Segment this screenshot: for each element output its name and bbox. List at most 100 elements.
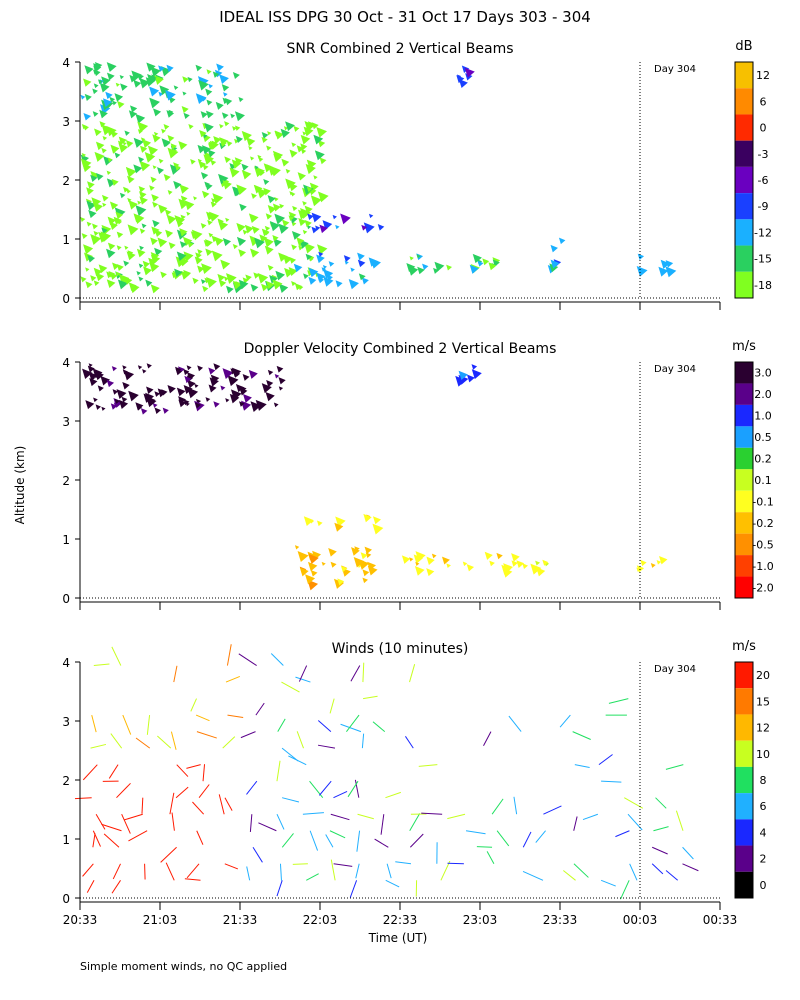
heatmap-cell	[222, 368, 234, 380]
wind-barb	[330, 859, 336, 881]
wind-barb	[218, 794, 225, 815]
heatmap-cell	[299, 567, 309, 577]
heatmap-cell	[266, 380, 274, 388]
wind-barb	[198, 784, 210, 799]
colorbar-label: -1.0	[752, 560, 773, 573]
heatmap-cell	[281, 158, 290, 167]
heatmap-cell	[101, 76, 111, 86]
heatmap-cell	[446, 264, 453, 271]
heatmap-cell	[107, 157, 113, 163]
wind-barb	[522, 870, 544, 881]
colorbar-swatch	[735, 166, 753, 194]
wind-barb	[409, 833, 424, 848]
heatmap-cell	[220, 259, 231, 270]
heatmap-cell	[106, 279, 116, 288]
heatmap-cell	[101, 227, 108, 234]
wind-barb	[281, 797, 300, 803]
heatmap-cell	[93, 83, 99, 89]
heatmap-cell	[305, 163, 316, 175]
data-marks	[82, 363, 668, 591]
heatmap-cell	[153, 108, 162, 117]
heatmap-cell	[204, 122, 214, 133]
heatmap-cell	[298, 245, 304, 251]
heatmap-cell	[300, 134, 311, 145]
heatmap-cell	[316, 272, 326, 282]
heatmap-cell	[115, 82, 120, 87]
heatmap-cell	[152, 134, 161, 143]
heatmap-cell	[204, 182, 213, 191]
x-tick-label: 21:33	[223, 913, 258, 927]
heatmap-cell	[293, 263, 303, 273]
heatmap-cell	[95, 404, 102, 410]
wind-barb	[258, 822, 277, 832]
heatmap-cell	[250, 156, 255, 161]
heatmap-cell	[350, 267, 355, 273]
heatmap-cell	[278, 283, 289, 293]
heatmap-cell	[212, 71, 220, 78]
heatmap-cell	[99, 121, 106, 128]
wind-barb	[395, 861, 412, 865]
heatmap-cell	[171, 272, 178, 279]
heatmap-cell	[194, 383, 199, 389]
heatmap-cell	[123, 370, 135, 381]
heatmap-cell	[226, 140, 233, 147]
colorbar-label: -12	[754, 226, 772, 239]
heatmap-cell	[249, 235, 261, 247]
wind-barb	[112, 863, 121, 880]
wind-barb	[186, 863, 200, 879]
wind-barb	[226, 644, 232, 666]
wind-barb	[288, 755, 307, 766]
colorbar-label: 15	[756, 695, 770, 708]
heatmap-cell	[296, 237, 305, 246]
colorbar: dB 12 6 0 -3 -6 -9 -12 -15 -18	[734, 39, 772, 299]
wind-barb	[508, 715, 522, 732]
wind-barb	[349, 880, 358, 898]
wind-barb	[325, 834, 334, 848]
colorbar-label: 12	[756, 69, 770, 82]
heatmap-cell	[298, 284, 304, 291]
heatmap-cell	[201, 190, 210, 199]
wind-barb	[276, 760, 281, 782]
heatmap-cell	[170, 143, 177, 150]
heatmap-cell	[150, 66, 161, 77]
heatmap-cell	[466, 564, 475, 572]
heatmap-cell	[297, 172, 307, 181]
colorbar-swatch	[735, 426, 753, 448]
heatmap-cell	[351, 547, 360, 556]
heatmap-cell	[253, 272, 260, 279]
y-tick-label: 2	[62, 174, 70, 188]
wind-barb	[409, 813, 421, 831]
heatmap-cell	[122, 382, 130, 390]
heatmap-cell	[167, 147, 179, 159]
wind-barb	[465, 830, 486, 835]
heatmap-cell	[180, 195, 188, 203]
heatmap-cell	[93, 267, 103, 277]
heatmap-cell	[211, 235, 219, 243]
colorbar-label: 2.0	[754, 388, 772, 401]
heatmap-cell	[239, 401, 245, 407]
wind-barb	[90, 743, 107, 749]
heatmap-cell	[269, 274, 278, 284]
heatmap-cell	[294, 545, 300, 550]
axis-frame	[79, 362, 720, 603]
heatmap-cell	[219, 74, 229, 85]
colorbar-swatch	[735, 766, 753, 794]
heatmap-cell	[113, 216, 122, 225]
heatmap-cell	[91, 197, 102, 208]
heatmap-cell	[169, 164, 181, 175]
heatmap-cell	[93, 280, 100, 287]
heatmap-cell	[235, 281, 242, 288]
wind-barb	[675, 810, 684, 831]
wind-barb	[276, 814, 285, 830]
heatmap-cell	[179, 257, 189, 267]
heatmap-cell	[218, 173, 229, 185]
heatmap-cell	[206, 69, 212, 75]
heatmap-cell	[116, 231, 124, 239]
heatmap-cell	[250, 401, 262, 412]
heatmap-cell	[203, 154, 214, 165]
heatmap-cell	[234, 138, 239, 144]
heatmap-cell	[323, 276, 334, 287]
heatmap-cell	[227, 375, 239, 387]
heatmap-cell	[650, 563, 656, 568]
heatmap-cell	[121, 396, 128, 403]
